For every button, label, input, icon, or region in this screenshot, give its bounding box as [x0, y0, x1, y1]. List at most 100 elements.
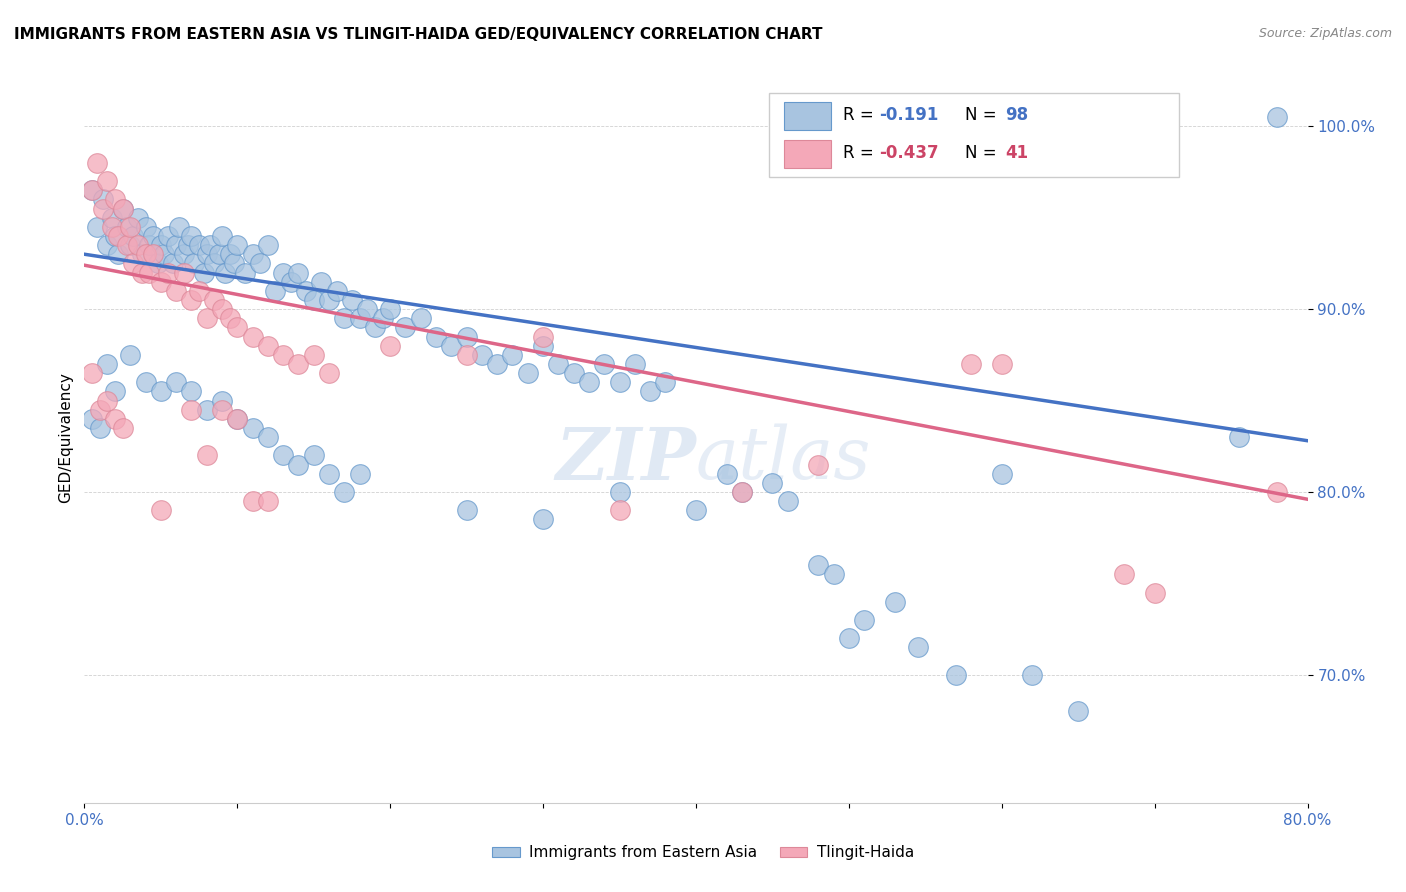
Point	[991, 357, 1014, 371]
Point	[531, 512, 554, 526]
Text: 41: 41	[1005, 145, 1029, 162]
Point	[471, 348, 494, 362]
Point	[271, 448, 294, 462]
Point	[502, 348, 524, 362]
Point	[823, 567, 845, 582]
Point	[287, 265, 309, 279]
Point	[333, 311, 356, 326]
Point	[271, 348, 294, 362]
Point	[409, 311, 432, 326]
Point	[318, 467, 340, 481]
Point	[456, 329, 478, 343]
Point	[138, 238, 160, 252]
Point	[107, 228, 129, 243]
Point	[104, 228, 127, 243]
Point	[80, 183, 103, 197]
Point	[531, 329, 554, 343]
Point	[122, 256, 145, 270]
FancyBboxPatch shape	[785, 140, 831, 168]
Point	[226, 320, 249, 334]
Point	[202, 293, 225, 307]
Point	[1114, 567, 1136, 582]
Point	[86, 155, 108, 169]
Point	[180, 384, 202, 399]
Point	[157, 228, 180, 243]
Point	[195, 402, 218, 417]
Point	[165, 238, 187, 252]
FancyBboxPatch shape	[785, 103, 831, 130]
Point	[180, 402, 202, 417]
Text: N =: N =	[965, 106, 1002, 124]
Point	[142, 228, 165, 243]
Point	[115, 219, 138, 234]
Point	[91, 192, 114, 206]
Point	[80, 366, 103, 380]
Point	[86, 219, 108, 234]
Point	[356, 301, 378, 316]
Legend: Immigrants from Eastern Asia, Tlingit-Haida: Immigrants from Eastern Asia, Tlingit-Ha…	[486, 839, 920, 866]
Point	[638, 384, 661, 399]
Point	[120, 219, 142, 234]
Point	[761, 475, 783, 490]
Point	[224, 256, 246, 270]
Point	[211, 228, 233, 243]
Point	[295, 284, 318, 298]
Point	[180, 228, 202, 243]
Point	[425, 329, 447, 343]
Point	[104, 411, 127, 425]
Point	[242, 247, 264, 261]
Point	[107, 247, 129, 261]
Point	[120, 348, 142, 362]
Point	[180, 293, 202, 307]
Point	[173, 247, 195, 261]
Point	[654, 375, 676, 389]
FancyBboxPatch shape	[769, 94, 1180, 178]
Point	[193, 265, 215, 279]
Point	[242, 421, 264, 435]
Point	[162, 256, 184, 270]
Point	[165, 284, 187, 298]
Point	[609, 503, 631, 517]
Point	[211, 402, 233, 417]
Point	[807, 558, 830, 573]
Point	[1227, 430, 1250, 444]
Point	[183, 256, 205, 270]
Point	[111, 421, 134, 435]
Point	[991, 467, 1014, 481]
Point	[149, 503, 172, 517]
Point	[731, 484, 754, 499]
Point	[249, 256, 271, 270]
Point	[146, 256, 169, 270]
Point	[89, 402, 111, 417]
Text: N =: N =	[965, 145, 1002, 162]
Point	[349, 311, 371, 326]
Point	[80, 183, 103, 197]
Point	[1067, 704, 1090, 718]
Point	[883, 594, 905, 608]
Point	[302, 348, 325, 362]
Point	[333, 484, 356, 499]
Point	[287, 357, 309, 371]
Point	[111, 202, 134, 216]
Point	[302, 448, 325, 462]
Point	[1265, 484, 1288, 499]
Point	[1021, 667, 1043, 681]
Point	[122, 228, 145, 243]
Point	[218, 247, 240, 261]
Point	[257, 494, 280, 508]
Point	[127, 238, 149, 252]
Point	[101, 211, 124, 225]
Point	[531, 338, 554, 352]
Point	[853, 613, 876, 627]
Point	[211, 301, 233, 316]
Point	[242, 494, 264, 508]
Point	[226, 238, 249, 252]
Point	[149, 238, 172, 252]
Text: Source: ZipAtlas.com: Source: ZipAtlas.com	[1258, 27, 1392, 40]
Point	[456, 348, 478, 362]
Point	[218, 311, 240, 326]
Point	[516, 366, 538, 380]
Point	[380, 338, 402, 352]
Point	[96, 357, 118, 371]
Point	[188, 238, 211, 252]
